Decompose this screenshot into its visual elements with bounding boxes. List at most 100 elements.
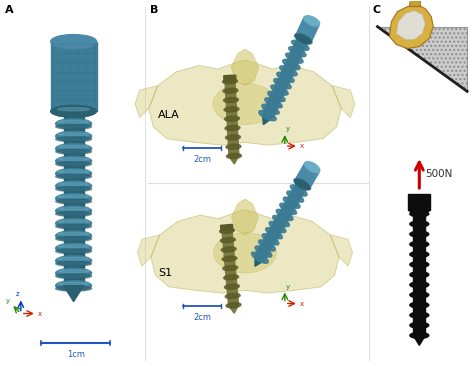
- Ellipse shape: [255, 246, 272, 257]
- Text: y: y: [6, 298, 10, 304]
- Bar: [64, 111, 83, 285]
- Ellipse shape: [58, 282, 90, 285]
- Ellipse shape: [55, 219, 91, 228]
- Text: 1cm: 1cm: [67, 350, 85, 359]
- Ellipse shape: [273, 79, 291, 89]
- Ellipse shape: [55, 106, 91, 116]
- Ellipse shape: [55, 212, 91, 216]
- Bar: [296, 17, 319, 42]
- Text: y: y: [286, 284, 290, 290]
- Ellipse shape: [55, 268, 91, 278]
- Ellipse shape: [262, 104, 279, 114]
- Text: x: x: [300, 300, 304, 307]
- Ellipse shape: [58, 108, 90, 111]
- Ellipse shape: [295, 34, 312, 44]
- Text: z: z: [16, 291, 19, 296]
- Ellipse shape: [283, 59, 300, 70]
- Bar: [224, 75, 236, 82]
- Polygon shape: [149, 60, 341, 145]
- Ellipse shape: [410, 251, 429, 257]
- Ellipse shape: [55, 199, 91, 204]
- Ellipse shape: [291, 185, 307, 196]
- Ellipse shape: [287, 191, 303, 202]
- Text: S1: S1: [158, 268, 173, 278]
- Ellipse shape: [259, 111, 276, 121]
- Ellipse shape: [55, 137, 91, 142]
- Ellipse shape: [55, 124, 91, 129]
- Ellipse shape: [273, 216, 290, 227]
- Polygon shape: [410, 0, 420, 7]
- Ellipse shape: [226, 135, 240, 140]
- Bar: [255, 182, 307, 261]
- Ellipse shape: [55, 169, 91, 179]
- Bar: [263, 37, 308, 118]
- Ellipse shape: [410, 332, 429, 339]
- Ellipse shape: [51, 105, 97, 117]
- Ellipse shape: [410, 322, 429, 328]
- Ellipse shape: [259, 240, 275, 251]
- Text: ALA: ALA: [158, 110, 180, 120]
- Ellipse shape: [262, 234, 279, 245]
- Polygon shape: [137, 235, 160, 266]
- Text: x: x: [300, 143, 304, 149]
- Ellipse shape: [410, 262, 429, 268]
- Polygon shape: [377, 27, 467, 92]
- Ellipse shape: [224, 107, 239, 112]
- Ellipse shape: [294, 179, 310, 190]
- Polygon shape: [151, 210, 339, 293]
- Ellipse shape: [304, 16, 319, 26]
- Ellipse shape: [410, 221, 429, 227]
- Ellipse shape: [55, 119, 91, 129]
- Ellipse shape: [410, 231, 429, 237]
- Ellipse shape: [58, 170, 90, 173]
- Ellipse shape: [55, 112, 91, 117]
- Polygon shape: [330, 235, 353, 266]
- Ellipse shape: [58, 232, 90, 235]
- Ellipse shape: [286, 53, 303, 63]
- Polygon shape: [390, 5, 433, 49]
- Ellipse shape: [223, 88, 238, 93]
- Ellipse shape: [55, 149, 91, 154]
- Bar: [413, 214, 425, 335]
- Polygon shape: [332, 86, 355, 117]
- Bar: [222, 230, 238, 306]
- Ellipse shape: [55, 131, 91, 141]
- Polygon shape: [255, 255, 264, 266]
- Ellipse shape: [55, 274, 91, 279]
- Bar: [295, 163, 319, 188]
- Ellipse shape: [410, 282, 429, 288]
- Text: x: x: [38, 311, 42, 317]
- Ellipse shape: [58, 208, 90, 210]
- Ellipse shape: [410, 292, 429, 298]
- Ellipse shape: [295, 34, 311, 44]
- Ellipse shape: [58, 145, 90, 148]
- Bar: [220, 224, 233, 231]
- Polygon shape: [263, 113, 273, 125]
- Ellipse shape: [283, 197, 300, 208]
- Ellipse shape: [55, 161, 91, 167]
- Ellipse shape: [268, 92, 285, 101]
- Ellipse shape: [55, 224, 91, 229]
- Ellipse shape: [58, 270, 90, 273]
- Ellipse shape: [292, 40, 309, 51]
- Ellipse shape: [221, 247, 236, 252]
- Ellipse shape: [55, 231, 91, 241]
- Ellipse shape: [410, 241, 429, 247]
- Ellipse shape: [58, 133, 90, 136]
- Ellipse shape: [410, 312, 429, 318]
- Ellipse shape: [305, 162, 320, 172]
- Ellipse shape: [55, 143, 91, 154]
- Polygon shape: [408, 210, 430, 214]
- Text: 500N: 500N: [425, 168, 453, 179]
- Ellipse shape: [295, 179, 310, 190]
- Ellipse shape: [410, 302, 429, 308]
- Ellipse shape: [55, 181, 91, 191]
- Polygon shape: [135, 86, 158, 117]
- Text: 2cm: 2cm: [193, 155, 211, 164]
- Ellipse shape: [252, 252, 268, 263]
- Ellipse shape: [269, 221, 286, 233]
- Ellipse shape: [223, 79, 237, 84]
- Ellipse shape: [280, 66, 297, 76]
- Polygon shape: [413, 335, 425, 346]
- Polygon shape: [64, 285, 83, 302]
